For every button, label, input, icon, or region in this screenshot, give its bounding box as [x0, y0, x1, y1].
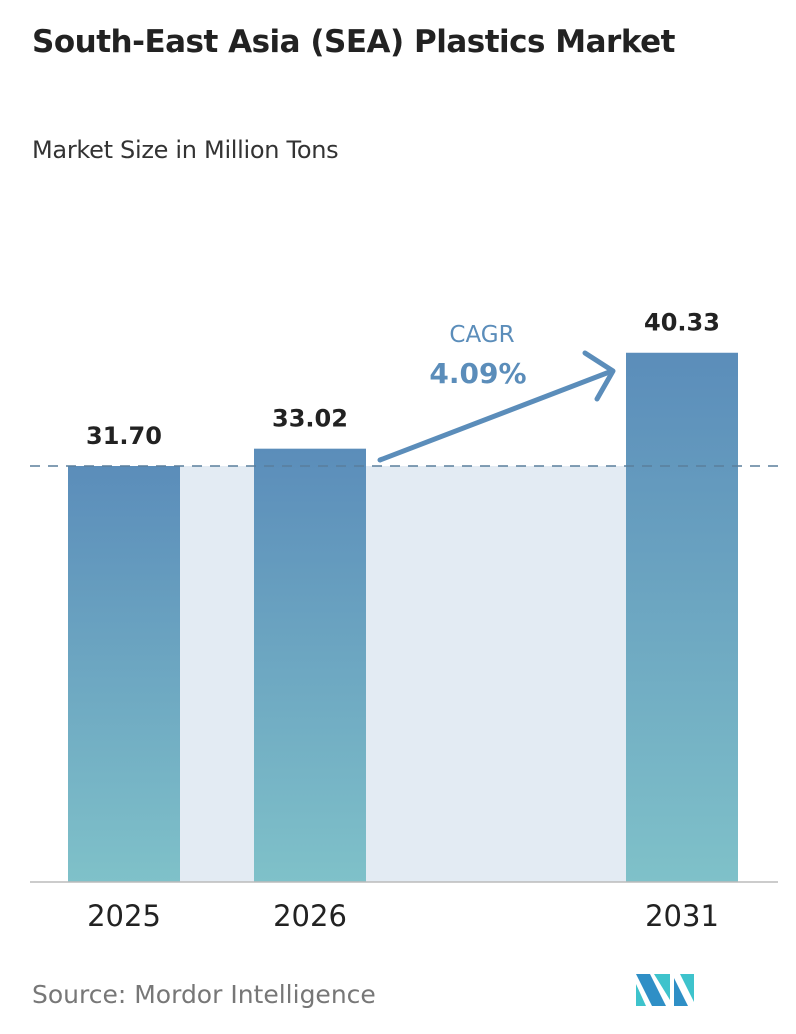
x-tick-2031: 2031	[645, 899, 719, 933]
data-label-2031: 40.33	[644, 309, 720, 337]
data-label-2026: 33.02	[272, 405, 348, 433]
mordor-logo	[636, 974, 694, 1006]
arrow-head-icon	[582, 350, 616, 402]
cagr-arrow	[377, 368, 615, 463]
data-label-2025: 31.70	[86, 422, 162, 450]
chart-subtitle: Market Size in Million Tons	[32, 136, 339, 164]
x-tick-2025: 2025	[87, 899, 161, 933]
bar-2025	[68, 466, 180, 882]
bar-2031	[626, 352, 738, 882]
cagr-label: CAGR	[449, 322, 514, 348]
x-tick-2026: 2026	[273, 899, 347, 933]
reference-band	[180, 466, 626, 882]
chart-title: South-East Asia (SEA) Plastics Market	[32, 24, 675, 60]
bar-2026	[254, 448, 366, 882]
source-label: Source: Mordor Intelligence	[32, 980, 376, 1009]
cagr-value: 4.09%	[429, 357, 526, 390]
